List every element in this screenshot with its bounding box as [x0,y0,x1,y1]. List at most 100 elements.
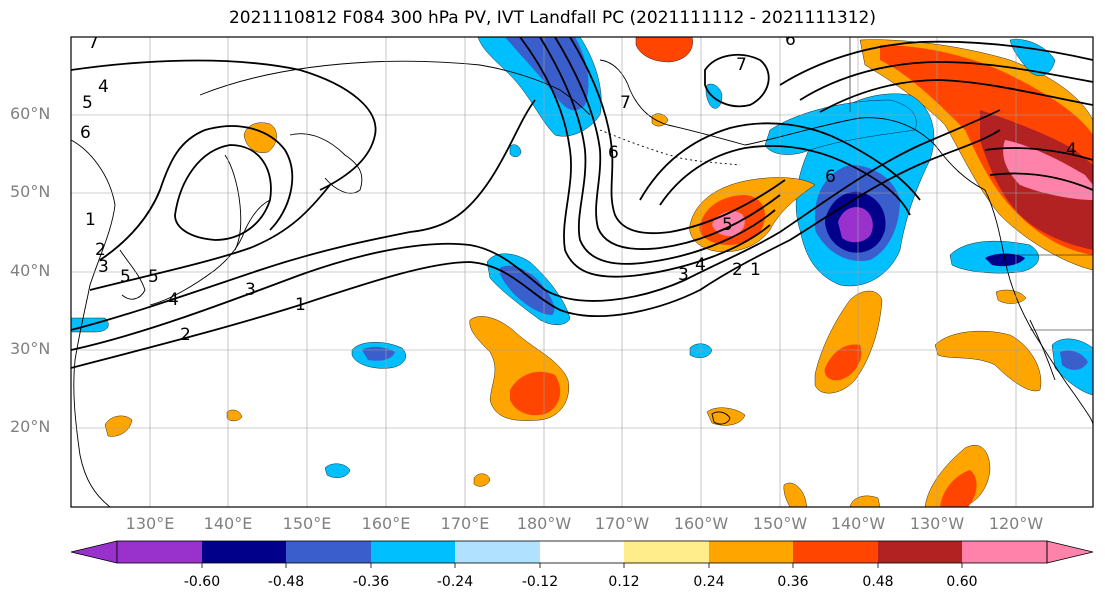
contour-label: 7 [88,33,99,53]
anomaly-positive-arctic-top [635,37,693,63]
contour-ridge-2 [659,145,911,216]
contour-trough-1 [519,37,771,278]
anomaly-positive-small-5 [783,482,808,507]
contour-label: 1 [85,210,96,230]
contour-label: 3 [678,265,689,285]
contour-trough-4 [569,37,786,235]
lon-label: 150°W [752,514,808,533]
colorbar [70,540,1094,568]
anomaly-positive-small-7 [473,473,491,487]
colorbar-bin [709,541,794,563]
contour-label: 1 [750,260,761,280]
lon-label: 160°E [361,514,411,533]
coast-sakhalin [224,154,242,251]
contour-label: 7 [620,93,631,113]
contour-label: 5 [148,267,159,287]
colorbar-tick-label: -0.12 [521,574,559,590]
colorbar-bin [202,541,287,563]
lon-label: 150°E [282,514,332,533]
anomaly-positive-small-6 [849,495,881,507]
contour-label: 4 [695,255,706,275]
colorbar-bin [962,541,1047,563]
contour-ridge-1 [639,122,921,201]
lon-label: 170°E [440,514,490,533]
contour-6a [174,144,272,241]
anomaly-positive-small-1 [104,415,133,437]
contour-label: 2 [732,260,743,280]
colorbar-tick-label: -0.60 [183,574,221,590]
colorbar-tick-label: 0.60 [946,574,978,590]
contour-label: 2 [180,325,191,345]
anomaly-negative-gulf-alaska-peak [838,207,873,243]
contour-1 [71,129,1001,369]
colorbar-bin [371,541,456,563]
contour-ridge-5 [779,40,1093,86]
lon-label: 120°W [988,514,1044,533]
coast-siberia [199,60,481,96]
lat-label: 30°N [10,339,51,358]
contour-arctic-outer [71,59,377,191]
colorbar-tick-label: 0.36 [777,574,809,590]
colorbar-bin [286,541,371,563]
anomaly-positive-subtropical-1-core [510,371,561,416]
colorbar-bin [793,541,878,563]
anomaly-negative-mexico-core [1060,350,1088,370]
colorbar-bin [624,541,709,563]
colorbar-tick-label: 0.12 [608,574,640,590]
lon-label: 160°W [673,514,729,533]
colorbar-extend-right [1046,540,1094,564]
lon-label: 170°W [594,514,650,533]
contour-east-4 [984,147,1093,161]
lon-label: 130°W [909,514,965,533]
anomaly-positive-subtropical-3 [934,330,1042,392]
coast-kamchatka [289,133,363,194]
contour-label: 5 [722,215,733,235]
contour-label: 2 [95,240,106,260]
coast-chukotka [479,64,591,116]
contour-label: 4 [98,77,109,97]
anomaly-negative-small-4 [705,83,723,109]
lat-label: 50°N [10,182,51,201]
lat-label: 20°N [10,417,51,436]
anomaly-positive-subtropical-2-core [824,344,862,381]
contour-east-5 [989,172,1093,191]
contour-3 [71,99,536,331]
contour-4 [89,184,331,291]
contour-trough-3 [554,37,781,250]
contour-label: 6 [825,167,836,187]
colorbar-bin [540,541,625,563]
contour-ridge-4 [799,61,1093,101]
lat-label: 60°N [10,104,51,123]
contour-label: 1 [295,295,306,315]
contour-label: 4 [168,290,179,310]
map-frame [70,36,1094,508]
lon-label: 140°W [830,514,886,533]
anomaly-negative-small-2 [324,463,351,478]
coastlines [71,37,1093,507]
pv-contours [71,37,1093,369]
lon-label: 130°E [125,514,175,533]
colorbar-extend-left [70,540,118,564]
contour-label: 6 [608,143,619,163]
anomaly-fills [71,37,1093,507]
colorbar-bin [117,541,202,563]
lat-label: 40°N [10,261,51,280]
contour-label: 5 [82,93,93,113]
map-title: 2021110812 F084 300 hPa PV, IVT Landfall… [228,8,876,28]
coast-alaska-west [599,59,746,146]
colorbar-tick-label: -0.24 [436,574,474,590]
anomaly-positive-japan-north [243,122,277,153]
contour-labels: 1 2 3 4 5 6 7 4 5 6 7 6 5 4 3 2 1 1 2 3 … [80,33,1077,345]
anomaly-positive-small-2 [226,409,243,422]
anomaly-positive-small-4 [995,289,1027,304]
contour-loop-7 [704,53,770,108]
colorbar-tick-label: 0.24 [693,574,725,590]
coast-alaska-south [744,117,986,191]
colorbar-bin [878,541,963,563]
colorbar-frame [116,540,1048,564]
contour-label: 3 [245,280,256,300]
contour-label: 7 [736,55,747,75]
contour-label: 5 [120,267,131,287]
contour-5a [99,125,294,261]
aleutians [599,129,741,166]
